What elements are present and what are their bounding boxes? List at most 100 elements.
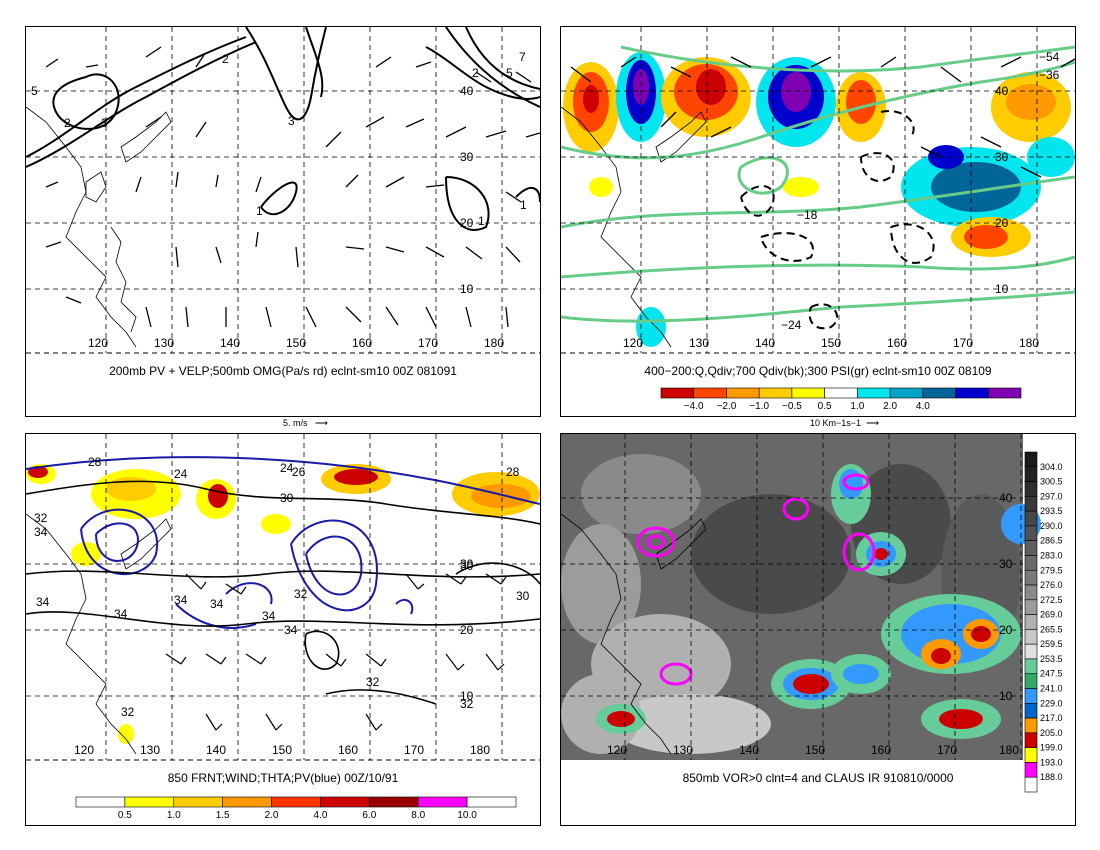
grid-lines [561, 27, 1075, 354]
lon-label: 120 [623, 336, 643, 350]
colorbar-swatch [791, 387, 825, 399]
colorbar-label: 265.5 [1040, 624, 1063, 634]
lon-label: 140 [206, 743, 226, 757]
colorbar-label: −1.0 [749, 401, 769, 412]
lon-label: 170 [953, 336, 973, 350]
colorbar-swatch [922, 387, 956, 399]
lon-label: 180 [999, 743, 1019, 757]
colorbar-label: −0.5 [782, 401, 802, 412]
colorbar-swatch [1024, 629, 1038, 645]
panel-850-frontogenesis: 28 24 24 26 28 30 32 34 34 34 34 34 34 3… [25, 433, 541, 826]
colorbar-swatch [1024, 510, 1038, 527]
lon-label: 150 [286, 336, 306, 350]
lat-label: 30 [999, 557, 1013, 571]
vorticity-contours [636, 473, 876, 686]
colorbar-label: 8.0 [411, 810, 425, 821]
colorbar-swatch [857, 387, 891, 399]
vector-scale: 5. m/s ⟶ [283, 418, 328, 429]
latitude-labels: 30 20 10 [460, 557, 474, 703]
colorbar-label: 247.5 [1040, 669, 1063, 679]
colorbar-swatch [693, 387, 727, 399]
colorbar-label: 199.0 [1040, 743, 1063, 753]
contour-label: 1 [478, 214, 485, 228]
contour-label: −54 [1039, 50, 1060, 64]
colorbar-label: 276.0 [1040, 580, 1063, 590]
colorbar-swatch [1024, 569, 1038, 586]
colorbar-swatch [987, 387, 1022, 399]
colorbar-label: 279.5 [1040, 565, 1063, 575]
contour-label: 1 [256, 204, 263, 218]
lat-label: 10 [460, 282, 474, 296]
contour-label: 34 [262, 609, 276, 623]
lat-label: 40 [460, 84, 474, 98]
colorbar-swatch [1024, 496, 1038, 512]
colorbar-label: 4.0 [313, 810, 327, 821]
contour-label: 24 [280, 461, 294, 475]
colorbar-label: 6.0 [362, 810, 376, 821]
contour-label: −24 [781, 318, 802, 332]
lon-label: 180 [484, 336, 504, 350]
qdiv-shading [563, 52, 1075, 347]
lat-label: 10 [460, 689, 474, 703]
wind-vectors [45, 46, 540, 328]
contour-label: −36 [1039, 68, 1060, 82]
contour-label: 5 [31, 84, 38, 98]
qdiv-contours [740, 110, 935, 330]
colorbar: −4.0 −2.0 −1.0 −0.5 0.5 1.0 2.0 4.0 [660, 387, 1022, 412]
colorbar-label: −4.0 [684, 401, 704, 412]
longitude-labels: 120 130 140 150 160 170 180 [74, 743, 490, 757]
colorbar-label: 1.0 [167, 810, 181, 821]
colorbar-swatch [1024, 643, 1038, 660]
colorbar-swatch [1024, 614, 1038, 630]
lat-label: 40 [995, 84, 1009, 98]
q-vectors [570, 56, 1075, 178]
colorbar: 304.0 300.5 297.0 293.5 290.0 286.5 283.0 279.5… [1024, 451, 1063, 793]
colorbar-label: 1.0 [850, 401, 864, 412]
panel-title: 400−200:Q,Qdiv;700 Qdiv(bk);300 PSI(gr) … [644, 364, 992, 378]
contour-label: 3 [101, 116, 108, 130]
lon-label: 120 [607, 743, 627, 757]
contour-labels: 28 24 24 26 28 30 32 34 34 34 34 34 34 3… [34, 455, 530, 719]
lat-label: 20 [460, 623, 474, 637]
lon-label: 160 [871, 743, 891, 757]
colorbar-label: 4.0 [916, 401, 930, 412]
colorbar-swatch [1024, 540, 1038, 556]
colorbar-label: 205.0 [1040, 728, 1063, 738]
scale-arrow-icon: ⟶ [863, 418, 879, 428]
colorbar-label: 0.5 [818, 401, 832, 412]
wind-barbs [165, 573, 507, 731]
colorbar-label: 293.5 [1040, 506, 1063, 516]
ir-imagery [561, 434, 1041, 760]
grid-lines [26, 27, 540, 354]
contour-label: 32 [294, 587, 308, 601]
colorbar: 0.5 1.0 1.5 2.0 4.0 6.0 8.0 10.0 [75, 796, 517, 821]
lat-label: 30 [460, 150, 474, 164]
colorbar-label: 10.0 [457, 810, 477, 821]
colorbar-swatch [824, 387, 858, 399]
colorbar-label: 229.0 [1040, 698, 1063, 708]
lon-label: 170 [418, 336, 438, 350]
colorbar-swatch [1024, 776, 1038, 793]
lat-label: 20 [995, 216, 1009, 230]
lon-label: 120 [88, 336, 108, 350]
contour-label: 24 [174, 467, 188, 481]
lon-label: 160 [887, 336, 907, 350]
colorbar-swatch [889, 387, 924, 399]
lon-label: 140 [220, 336, 240, 350]
colorbar-swatch [1024, 703, 1038, 719]
contour-label: 34 [34, 525, 48, 539]
colorbar-swatch [124, 796, 175, 808]
lon-label: 160 [352, 336, 372, 350]
contour-label: 30 [280, 491, 294, 505]
colorbar-swatch [1024, 688, 1038, 704]
colorbar-swatch [271, 796, 321, 808]
contour-labels: −24 −18 −54 −36 [781, 50, 1060, 332]
colorbar-label: 286.5 [1040, 536, 1063, 546]
lon-label: 150 [805, 743, 825, 757]
lon-label: 130 [154, 336, 174, 350]
longitude-labels: 120 130 140 150 160 170 180 [607, 743, 1019, 757]
lon-label: 120 [74, 743, 94, 757]
lon-label: 150 [272, 743, 292, 757]
contour-label: 7 [519, 50, 526, 64]
lat-label: 20 [460, 216, 474, 230]
